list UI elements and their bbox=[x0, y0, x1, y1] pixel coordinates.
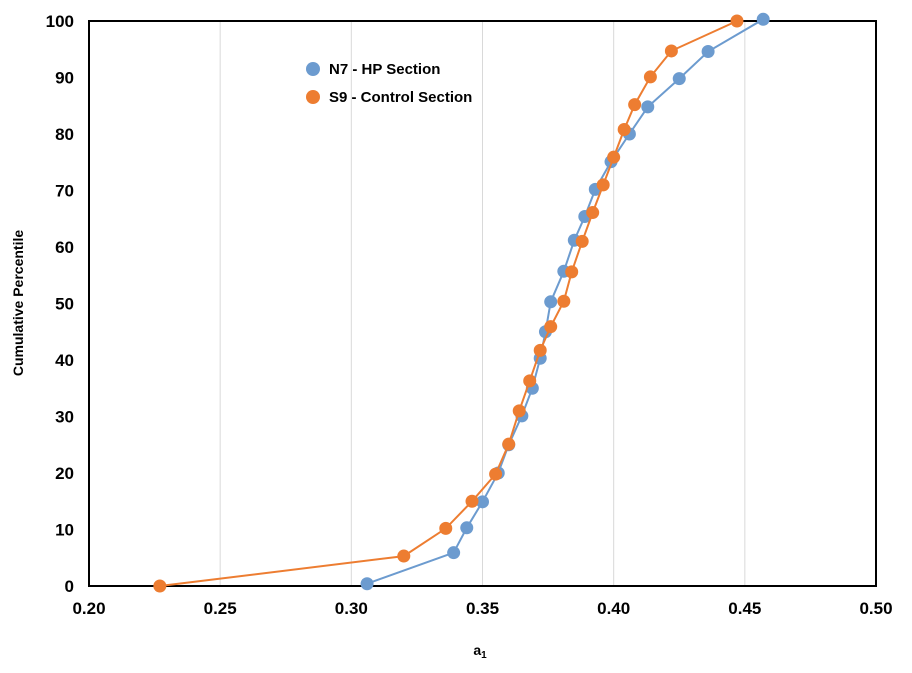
data-point bbox=[439, 521, 453, 535]
grid-lines bbox=[219, 21, 746, 586]
data-point bbox=[664, 44, 678, 58]
plot-area-frame bbox=[88, 20, 877, 587]
data-point bbox=[557, 294, 571, 308]
y-tick-label: 90 bbox=[55, 69, 74, 88]
x-tick-label: 0.40 bbox=[597, 599, 630, 618]
data-point bbox=[641, 100, 655, 114]
data-point bbox=[617, 122, 631, 136]
data-point bbox=[533, 343, 547, 357]
legend-marker bbox=[306, 62, 320, 76]
series-1 bbox=[360, 12, 770, 591]
x-tick-label: 0.20 bbox=[72, 599, 105, 618]
data-point bbox=[756, 12, 770, 26]
data-point bbox=[397, 549, 411, 563]
data-point bbox=[523, 374, 537, 388]
data-point bbox=[502, 437, 516, 451]
data-point bbox=[460, 521, 474, 535]
data-point bbox=[730, 14, 744, 28]
legend-marker bbox=[306, 90, 320, 104]
data-point bbox=[447, 546, 461, 560]
legend-label: N7 - HP Section bbox=[329, 61, 440, 78]
x-tick-label: 0.45 bbox=[728, 599, 761, 618]
y-tick-label: 10 bbox=[55, 521, 74, 540]
x-axis-title-main: a bbox=[473, 642, 481, 658]
x-axis-tick-labels: 0.20 0.25 0.30 0.35 0.40 0.45 0.50 bbox=[72, 599, 892, 618]
series-2 bbox=[153, 14, 744, 593]
legend-label: S9 - Control Section bbox=[329, 89, 472, 106]
data-point bbox=[512, 404, 526, 418]
x-tick-label: 0.35 bbox=[466, 599, 499, 618]
y-tick-label: 80 bbox=[55, 125, 74, 144]
data-series bbox=[153, 12, 770, 593]
data-point bbox=[607, 150, 621, 164]
x-tick-label: 0.30 bbox=[335, 599, 368, 618]
data-point bbox=[465, 494, 479, 508]
y-tick-label: 50 bbox=[55, 295, 74, 314]
data-point bbox=[596, 178, 610, 192]
data-point bbox=[153, 579, 167, 593]
data-point bbox=[701, 45, 715, 59]
y-axis-title: Cumulative Percentile bbox=[10, 230, 26, 376]
x-axis-title-subscript: 1 bbox=[481, 650, 487, 661]
y-tick-label: 20 bbox=[55, 464, 74, 483]
y-tick-label: 0 bbox=[65, 577, 74, 596]
x-tick-label: 0.50 bbox=[859, 599, 892, 618]
data-point bbox=[476, 495, 489, 509]
y-tick-label: 100 bbox=[46, 12, 74, 31]
y-tick-label: 60 bbox=[55, 238, 74, 257]
data-point bbox=[360, 577, 374, 591]
data-point bbox=[565, 265, 579, 279]
legend: N7 - HP Section S9 - Control Section bbox=[306, 61, 472, 106]
y-tick-label: 70 bbox=[55, 182, 74, 201]
data-point bbox=[544, 295, 558, 309]
y-tick-label: 30 bbox=[55, 408, 74, 427]
data-point bbox=[628, 98, 642, 112]
data-point bbox=[672, 72, 686, 86]
data-point bbox=[586, 206, 600, 220]
data-point bbox=[544, 320, 558, 334]
y-axis-tick-labels: 0 10 20 30 40 50 60 70 80 90 100 bbox=[46, 12, 74, 596]
data-point bbox=[643, 70, 657, 84]
y-tick-label: 40 bbox=[55, 351, 74, 370]
x-axis-title: a1 bbox=[473, 642, 487, 661]
x-tick-label: 0.25 bbox=[204, 599, 237, 618]
data-point bbox=[489, 467, 503, 481]
data-point bbox=[575, 234, 589, 248]
